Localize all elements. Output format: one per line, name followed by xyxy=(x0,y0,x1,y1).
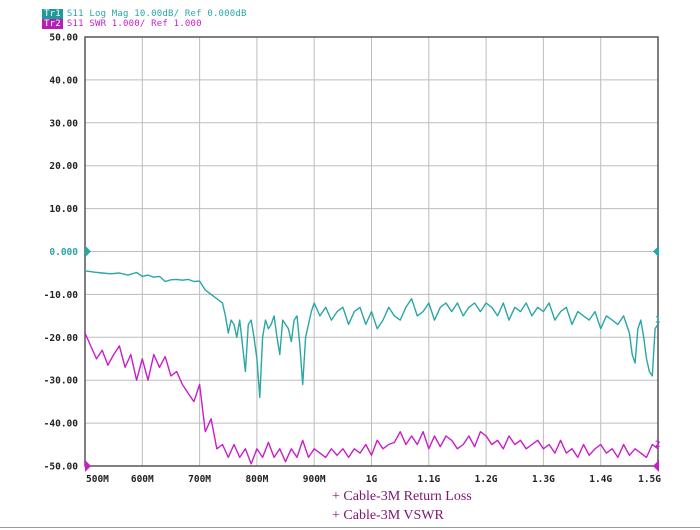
trace-end-marker-2: 2 xyxy=(655,440,660,450)
y-tick-label: -50.00 xyxy=(44,462,79,473)
y-tick-label: 50.00 xyxy=(49,33,78,44)
y-tick-label: 0.000 xyxy=(49,247,78,258)
x-axis-ticks: 500M 600M 700M 800M 900M 1G 1.1G 1.2G 1.3G 1.4G 1.… xyxy=(86,474,661,485)
y-tick-label: 10.00 xyxy=(49,204,78,215)
y-tick-label: -40.00 xyxy=(44,419,79,430)
ref-marker-trace2-left xyxy=(85,460,91,472)
x-tick-label: 1.1G xyxy=(417,474,440,485)
trace2-tag[interactable]: Tr2 xyxy=(42,19,63,29)
y-tick-label: 30.00 xyxy=(49,118,78,129)
ref-marker-trace2-right xyxy=(653,460,659,472)
trace1-header: Tr1 S11 Log Mag 10.00dB/ Ref 0.000dB xyxy=(42,9,247,19)
series-line-1 xyxy=(84,270,659,399)
trace-end-markers: 12 xyxy=(655,315,660,449)
y-axis-ticks: 50.00 40.00 30.00 20.00 10.00 0.000 -10.00 -20.… xyxy=(44,33,79,473)
y-tick-label: -30.00 xyxy=(44,376,79,387)
x-tick-label: 500M xyxy=(86,474,109,485)
ref-marker-trace1-left xyxy=(85,245,91,258)
x-tick-label: 1G xyxy=(366,474,378,485)
trace1-tag[interactable]: Tr1 xyxy=(42,9,63,19)
y-tick-label: -10.00 xyxy=(44,290,79,301)
y-tick-label: -20.00 xyxy=(44,333,79,344)
series-line-2 xyxy=(84,332,659,465)
y-tick-label: 20.00 xyxy=(49,161,78,172)
legend-item-vswr: + Cable-3M VSWR xyxy=(332,508,444,523)
x-tick-label: 700M xyxy=(188,474,211,485)
trace2-header-text: S11 SWR 1.000/ Ref 1.000 xyxy=(66,19,202,29)
x-tick-label: 800M xyxy=(245,474,268,485)
trace-end-marker-1: 1 xyxy=(655,315,660,325)
grid-lines xyxy=(84,36,659,467)
ref-marker-trace1-right xyxy=(653,245,659,258)
trace1-header-text: S11 Log Mag 10.00dB/ Ref 0.000dB xyxy=(66,9,247,19)
y-tick-label: 40.00 xyxy=(49,75,78,86)
x-tick-label: 1.4G xyxy=(589,474,612,485)
series-lines xyxy=(84,270,659,465)
x-tick-label: 1.5G xyxy=(638,474,661,485)
x-tick-label: 600M xyxy=(131,474,154,485)
trace2-header: Tr2 S11 SWR 1.000/ Ref 1.000 xyxy=(42,19,202,29)
x-tick-label: 1.3G xyxy=(532,474,555,485)
reference-markers xyxy=(85,245,659,472)
legend-item-return-loss: + Cable-3M Return Loss xyxy=(332,489,472,504)
x-tick-label: 1.2G xyxy=(475,474,498,485)
x-tick-label: 900M xyxy=(303,474,326,485)
page-bottom-divider xyxy=(0,527,700,528)
